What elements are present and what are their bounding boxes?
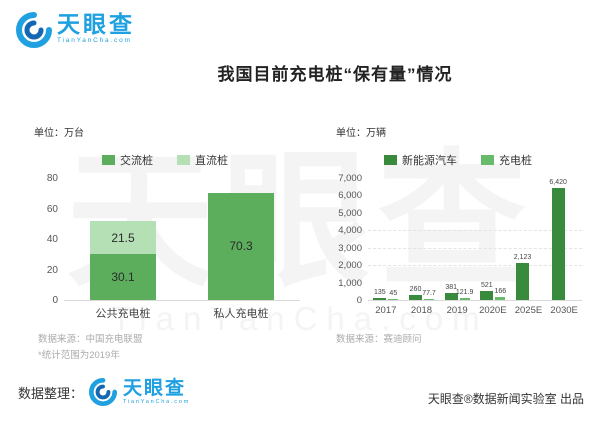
- produced-by: 天眼查®数据新闻实验室 出品: [427, 392, 584, 406]
- y-tick-label: 4,000: [338, 225, 362, 237]
- brand-name: 天眼查: [57, 11, 135, 37]
- bar-value-label: 21.5: [111, 230, 135, 245]
- bar-segment-直流桩: 21.5: [90, 221, 156, 255]
- left-chart-unit-label: 单位：万台: [34, 128, 84, 139]
- legend-item-1: 充电桩: [481, 152, 532, 168]
- bar-value-label: 260: [409, 286, 422, 294]
- bar-新能源汽车: [409, 295, 422, 300]
- legend-swatch-icon: [384, 155, 397, 165]
- bar-value-label: 45: [389, 289, 398, 297]
- brand-domain: TianYanCha.com: [57, 37, 132, 45]
- legend-swatch-icon: [481, 155, 494, 165]
- bar-新能源汽车: [551, 188, 565, 300]
- bar-充电桩: [388, 298, 399, 300]
- y-tick-label: 1,000: [338, 277, 362, 289]
- y-tick-label: 6,000: [338, 190, 362, 202]
- legend-item-1: 直流桩: [177, 152, 228, 168]
- credit-label: 数据整理：: [18, 385, 84, 401]
- page-title: 我国目前充电桩“保有量”情况: [217, 65, 453, 84]
- bar-充电桩: [424, 298, 434, 300]
- gridline: [368, 247, 582, 249]
- x-category-label: 2020E: [479, 305, 507, 316]
- eye-swirl-icon-footer: [89, 378, 118, 406]
- bar-value-label: 2,123: [513, 253, 532, 261]
- y-tick-label: 7,000: [338, 173, 362, 184]
- legend-label: 新能源汽车: [402, 155, 457, 167]
- x-category-label: 2025E: [514, 305, 543, 316]
- brand-logo: 天眼查 TianYanCha.com: [16, 12, 135, 48]
- eye-swirl-icon: [16, 12, 52, 48]
- bar-value-label: 70.3: [229, 239, 253, 254]
- y-tick-label: 0: [356, 295, 362, 306]
- gridline: [368, 230, 582, 232]
- legend-label: 直流桩: [195, 155, 228, 167]
- bar-充电桩: [459, 297, 470, 300]
- source-left-note: *统计范围为2019年: [38, 350, 120, 361]
- x-category-label: 2018: [410, 305, 433, 316]
- x-category-label: 公共充电桩: [95, 308, 151, 320]
- footer-brand-name: 天眼查: [123, 377, 187, 399]
- gridline: [368, 265, 582, 267]
- chart-0-legend: 交流桩 直流桩: [20, 152, 310, 168]
- legend-item-0: 新能源汽车: [384, 152, 457, 168]
- right-chart-plot: 7,000 6,000 5,000 4,000 3,000 2,000 1,000 0 2017…: [338, 173, 582, 316]
- bar-value-label: 521: [480, 281, 493, 289]
- bar-充电桩: [495, 297, 506, 300]
- y-tick-label: 80: [46, 173, 58, 184]
- bar-value-label: 381: [445, 284, 457, 292]
- source-left: 数据来源：中国充电联盟: [38, 334, 143, 345]
- x-category-label: 2030E: [550, 305, 578, 316]
- bar-value-label: 30.1: [111, 270, 135, 285]
- left-chart-plot: 80 60 40 20 0 公共充电桩 30.1 21.5 私人充电桩 70.3: [47, 173, 300, 320]
- bar-value-label: 135: [374, 288, 386, 296]
- bar-segment-交流桩: 70.3: [208, 192, 274, 300]
- y-tick-label: 0: [52, 295, 58, 306]
- right-chart-panel: 单位：万辆 新能源汽车 充电桩 7,000 6,000 5,000 4,000 3,000…: [322, 118, 594, 330]
- bar-新能源汽车: [480, 290, 494, 300]
- y-tick-label: 3,000: [338, 242, 362, 254]
- x-category-label: 私人充电桩: [213, 308, 269, 320]
- y-tick-label: 20: [46, 264, 58, 276]
- bar-新能源汽车: [444, 293, 458, 300]
- legend-label: 交流桩: [120, 155, 153, 167]
- y-tick-label: 60: [46, 203, 58, 215]
- x-category-label: 2019: [446, 305, 468, 316]
- left-chart-panel: 单位：万台 交流桩 直流桩 80 60 40 20 0 公共充电桩 30.1 21.5 私人充电桩…: [20, 118, 310, 330]
- bar-新能源汽车: [373, 297, 387, 300]
- bar-segment-交流桩: 30.1: [90, 254, 156, 300]
- legend-swatch-icon: [102, 155, 115, 165]
- bar-新能源汽车: [516, 262, 529, 300]
- y-tick-label: 5,000: [338, 207, 362, 219]
- bar-value-label: 77.7: [422, 289, 436, 297]
- bar-value-label: 6,420: [549, 179, 567, 187]
- y-tick-label: 2,000: [338, 260, 362, 272]
- legend-item-0: 交流桩: [102, 152, 153, 168]
- bar-value-label: 166: [494, 288, 507, 296]
- x-category-label: 2017: [375, 305, 397, 316]
- bar-value-label: 121.9: [455, 288, 474, 296]
- right-chart-unit-label: 单位：万辆: [336, 128, 386, 139]
- footer-credit: 数据整理： 天眼查 TianYanCha.com: [18, 378, 190, 406]
- source-right: 数据来源：赛迪顾问: [336, 334, 422, 345]
- chart-1-legend: 新能源汽车 充电桩: [322, 152, 594, 168]
- legend-swatch-icon: [177, 155, 190, 165]
- footer-brand-domain: TianYanCha.com: [123, 399, 191, 406]
- legend-label: 充电桩: [499, 155, 532, 167]
- y-tick-label: 40: [46, 234, 58, 245]
